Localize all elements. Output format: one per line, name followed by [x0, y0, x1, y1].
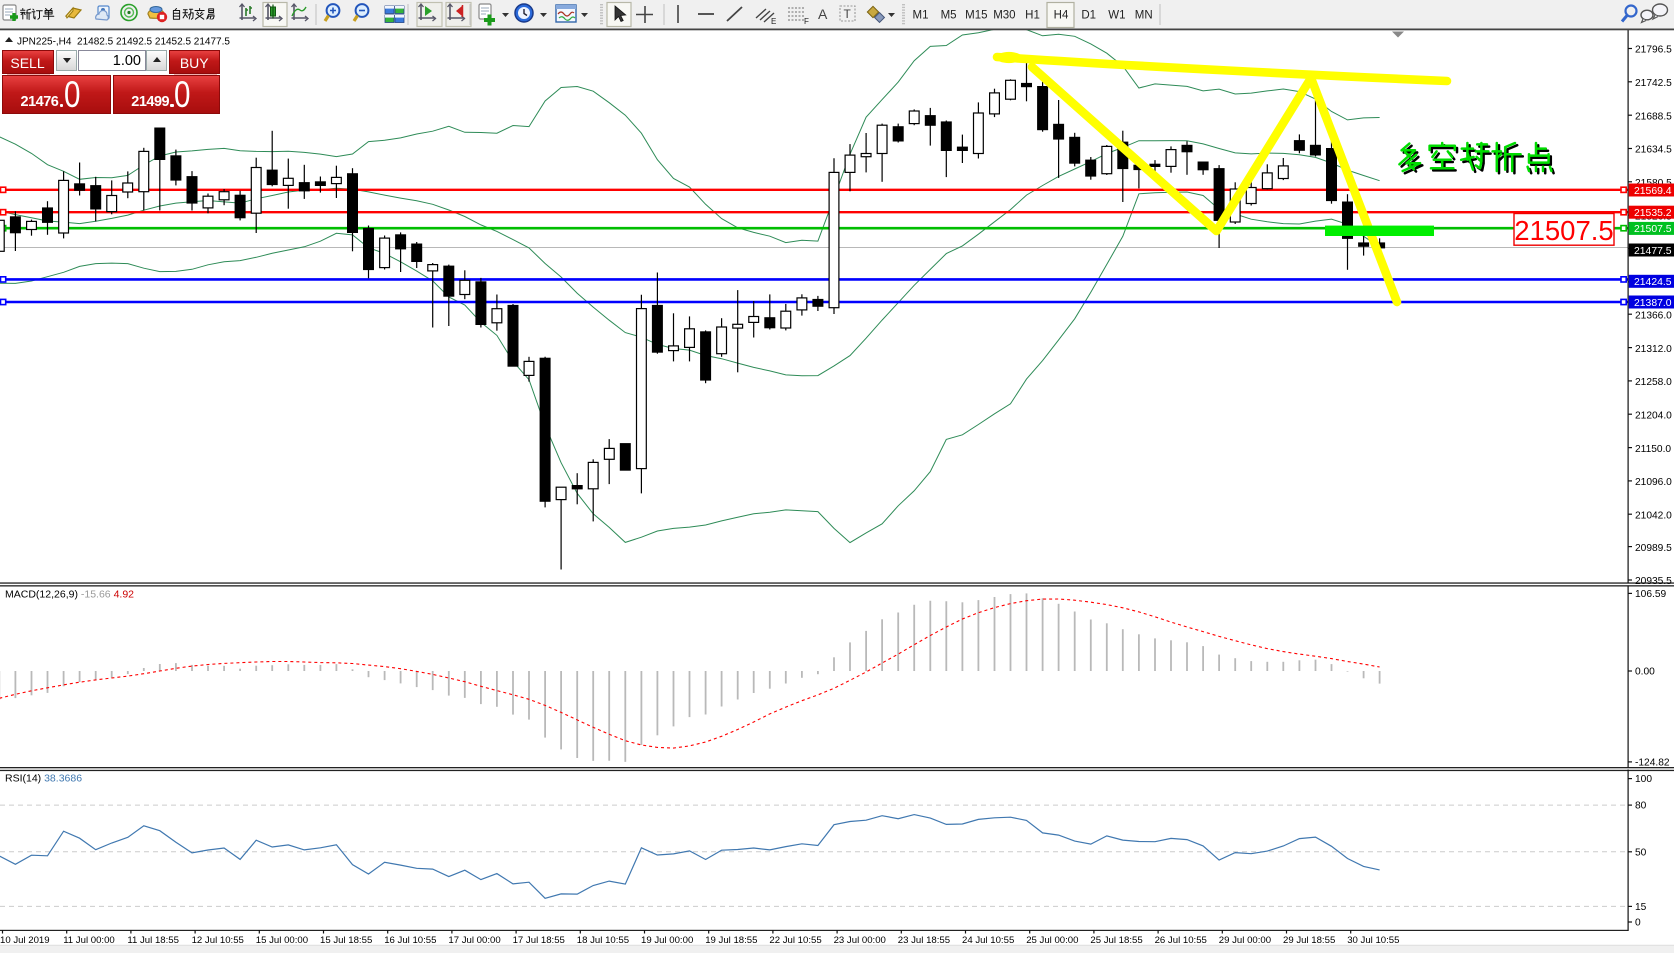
svg-text:F: F [804, 17, 809, 26]
svg-text:30 Jul 10:55: 30 Jul 10:55 [1347, 935, 1399, 946]
svg-text:15 Jul 18:55: 15 Jul 18:55 [320, 935, 372, 946]
svg-text:26 Jul 10:55: 26 Jul 10:55 [1155, 935, 1207, 946]
svg-text:0.00: 0.00 [1635, 667, 1655, 678]
svg-text:50: 50 [1635, 847, 1647, 858]
svg-text:RSI(14) 38.3686: RSI(14) 38.3686 [5, 773, 82, 785]
svg-text:20989.5: 20989.5 [1635, 543, 1672, 554]
svg-text:-124.82: -124.82 [1635, 758, 1670, 769]
svg-text:19 Jul 18:55: 19 Jul 18:55 [705, 935, 757, 946]
svg-text:21258.0: 21258.0 [1635, 377, 1672, 388]
svg-text:W1: W1 [1108, 10, 1125, 22]
svg-text:29 Jul 18:55: 29 Jul 18:55 [1283, 935, 1335, 946]
svg-text:A: A [818, 6, 828, 22]
svg-text:M15: M15 [965, 10, 987, 22]
svg-text:16 Jul 10:55: 16 Jul 10:55 [384, 935, 436, 946]
svg-text:25 Jul 18:55: 25 Jul 18:55 [1090, 935, 1142, 946]
svg-text:D1: D1 [1081, 10, 1096, 22]
svg-text:17 Jul 18:55: 17 Jul 18:55 [513, 935, 565, 946]
svg-text:21634.5: 21634.5 [1635, 145, 1672, 156]
svg-text:24 Jul 10:55: 24 Jul 10:55 [962, 935, 1014, 946]
svg-text:MACD(12,26,9) -15.66 4.92: MACD(12,26,9) -15.66 4.92 [5, 589, 134, 601]
svg-text:23 Jul 00:00: 23 Jul 00:00 [834, 935, 886, 946]
svg-text:21796.5: 21796.5 [1635, 45, 1672, 56]
svg-text:H1: H1 [1025, 10, 1040, 22]
svg-text:M5: M5 [941, 10, 957, 22]
svg-text:MN: MN [1135, 10, 1153, 22]
svg-text:0: 0 [1635, 918, 1641, 929]
svg-text:21535.2: 21535.2 [1634, 208, 1672, 219]
svg-text:100: 100 [1635, 774, 1652, 785]
svg-text:21477.5: 21477.5 [1634, 246, 1672, 257]
svg-text:M30: M30 [993, 10, 1015, 22]
svg-text:21150.0: 21150.0 [1635, 444, 1671, 455]
svg-text:18 Jul 10:55: 18 Jul 10:55 [577, 935, 629, 946]
svg-text:106.59: 106.59 [1635, 589, 1666, 600]
svg-text:29 Jul 00:00: 29 Jul 00:00 [1219, 935, 1271, 946]
svg-text:21507.5: 21507.5 [1514, 215, 1613, 246]
svg-text:22 Jul 10:55: 22 Jul 10:55 [769, 935, 821, 946]
svg-text:20935.5: 20935.5 [1635, 576, 1672, 587]
svg-text:23 Jul 18:55: 23 Jul 18:55 [898, 935, 950, 946]
svg-text:21742.5: 21742.5 [1635, 78, 1672, 89]
svg-text:10 Jul 2019: 10 Jul 2019 [0, 935, 50, 946]
svg-text:12 Jul 10:55: 12 Jul 10:55 [192, 935, 244, 946]
svg-text:15: 15 [1635, 902, 1647, 913]
svg-text:21366.0: 21366.0 [1635, 310, 1672, 321]
svg-text:17 Jul 00:00: 17 Jul 00:00 [448, 935, 500, 946]
svg-text:21312.0: 21312.0 [1635, 344, 1672, 355]
svg-text:21688.5: 21688.5 [1635, 111, 1672, 122]
svg-text:25 Jul 00:00: 25 Jul 00:00 [1026, 935, 1078, 946]
svg-text:11 Jul 00:00: 11 Jul 00:00 [63, 935, 115, 946]
svg-text:M1: M1 [913, 10, 929, 22]
svg-text:T: T [844, 7, 852, 21]
svg-text:21204.0: 21204.0 [1635, 410, 1672, 421]
svg-text:21507.5: 21507.5 [1634, 224, 1672, 235]
svg-text:21424.5: 21424.5 [1634, 277, 1672, 288]
svg-text:21569.4: 21569.4 [1634, 186, 1672, 197]
svg-text:21096.0: 21096.0 [1635, 477, 1672, 488]
svg-text:H4: H4 [1054, 10, 1069, 22]
svg-text:15 Jul 00:00: 15 Jul 00:00 [256, 935, 308, 946]
svg-text:21387.0: 21387.0 [1634, 298, 1672, 309]
svg-text:E: E [771, 17, 776, 26]
svg-text:21042.0: 21042.0 [1635, 510, 1672, 521]
svg-text:80: 80 [1635, 801, 1647, 812]
svg-text:19 Jul 00:00: 19 Jul 00:00 [641, 935, 693, 946]
svg-text:JPN225-,H4 21482.5 21492.5 21: JPN225-,H4 21482.5 21492.5 21452.5 21477… [17, 37, 230, 48]
svg-text:11 Jul 18:55: 11 Jul 18:55 [127, 935, 179, 946]
